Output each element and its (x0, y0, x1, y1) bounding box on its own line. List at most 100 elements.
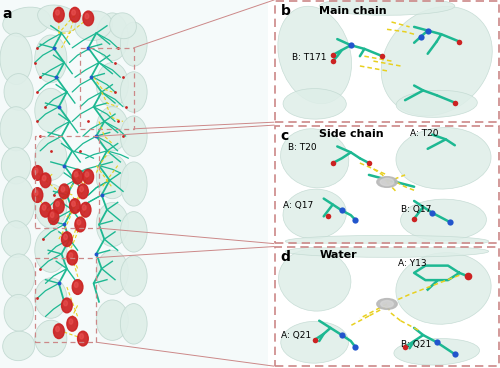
Ellipse shape (96, 300, 128, 340)
Text: Main chain: Main chain (319, 6, 387, 16)
Ellipse shape (400, 199, 486, 241)
Ellipse shape (396, 252, 491, 324)
Circle shape (54, 199, 64, 213)
Ellipse shape (283, 89, 346, 119)
Ellipse shape (381, 7, 492, 116)
Ellipse shape (278, 6, 351, 104)
Ellipse shape (2, 221, 31, 258)
Ellipse shape (278, 249, 351, 311)
Ellipse shape (120, 116, 147, 156)
Circle shape (80, 202, 91, 217)
Circle shape (70, 7, 80, 22)
Circle shape (72, 169, 83, 184)
Ellipse shape (319, 0, 455, 15)
Circle shape (59, 184, 70, 199)
Ellipse shape (35, 136, 67, 180)
Bar (35, 258, 96, 342)
Ellipse shape (283, 189, 346, 239)
Circle shape (67, 250, 78, 265)
Circle shape (40, 202, 51, 217)
Bar (80, 48, 134, 129)
Text: b: b (281, 4, 290, 18)
Ellipse shape (120, 162, 147, 206)
Text: Water: Water (319, 250, 357, 260)
Circle shape (64, 301, 68, 306)
Circle shape (83, 169, 94, 184)
Circle shape (74, 172, 78, 177)
Text: A: T20: A: T20 (410, 129, 438, 138)
Circle shape (50, 212, 54, 217)
Circle shape (42, 176, 46, 181)
Circle shape (34, 168, 38, 173)
Text: B: Q17: B: Q17 (400, 205, 431, 213)
Circle shape (32, 166, 43, 180)
Ellipse shape (396, 90, 477, 117)
Circle shape (72, 201, 76, 206)
Circle shape (70, 199, 80, 213)
Ellipse shape (96, 250, 128, 294)
Circle shape (74, 282, 78, 287)
Circle shape (69, 319, 73, 324)
Circle shape (77, 220, 81, 225)
Ellipse shape (4, 294, 34, 331)
Ellipse shape (35, 88, 67, 132)
Circle shape (69, 253, 73, 258)
Circle shape (377, 177, 397, 187)
Circle shape (54, 324, 64, 339)
Circle shape (64, 234, 68, 240)
Circle shape (56, 10, 60, 15)
Ellipse shape (75, 11, 112, 40)
Circle shape (380, 301, 394, 307)
Text: B: T20: B: T20 (288, 143, 316, 152)
Circle shape (61, 187, 64, 192)
Ellipse shape (110, 13, 136, 39)
Ellipse shape (96, 13, 128, 61)
Ellipse shape (120, 212, 147, 252)
Circle shape (380, 178, 394, 185)
Circle shape (80, 187, 84, 192)
Ellipse shape (396, 128, 491, 189)
Ellipse shape (96, 155, 128, 199)
Ellipse shape (286, 245, 488, 257)
Circle shape (85, 172, 89, 177)
Ellipse shape (394, 339, 480, 365)
Ellipse shape (2, 254, 35, 298)
Text: a: a (2, 7, 12, 21)
Circle shape (62, 232, 72, 247)
Ellipse shape (120, 72, 147, 112)
Ellipse shape (35, 35, 67, 83)
Ellipse shape (96, 202, 128, 247)
Ellipse shape (286, 235, 488, 247)
Ellipse shape (280, 129, 349, 188)
Ellipse shape (0, 107, 32, 151)
Ellipse shape (35, 278, 67, 318)
Circle shape (34, 190, 38, 195)
Text: c: c (281, 129, 289, 143)
Circle shape (75, 217, 86, 232)
Ellipse shape (120, 304, 147, 344)
Ellipse shape (120, 256, 147, 296)
Circle shape (72, 10, 76, 15)
Circle shape (32, 188, 43, 202)
Text: B: T171: B: T171 (292, 53, 326, 61)
Ellipse shape (2, 147, 31, 184)
Circle shape (83, 11, 94, 26)
Ellipse shape (2, 7, 51, 37)
Ellipse shape (2, 177, 35, 228)
Ellipse shape (281, 321, 348, 363)
Ellipse shape (0, 33, 32, 85)
Circle shape (80, 334, 84, 339)
Circle shape (62, 298, 72, 313)
Ellipse shape (38, 5, 80, 32)
Bar (35, 136, 99, 228)
Ellipse shape (2, 331, 35, 361)
Circle shape (85, 14, 89, 19)
Text: Side chain: Side chain (319, 129, 384, 139)
Circle shape (56, 201, 60, 206)
Circle shape (48, 210, 59, 224)
Circle shape (67, 316, 78, 331)
Ellipse shape (35, 184, 67, 228)
Circle shape (40, 173, 51, 188)
Ellipse shape (35, 228, 67, 272)
Circle shape (72, 280, 83, 294)
